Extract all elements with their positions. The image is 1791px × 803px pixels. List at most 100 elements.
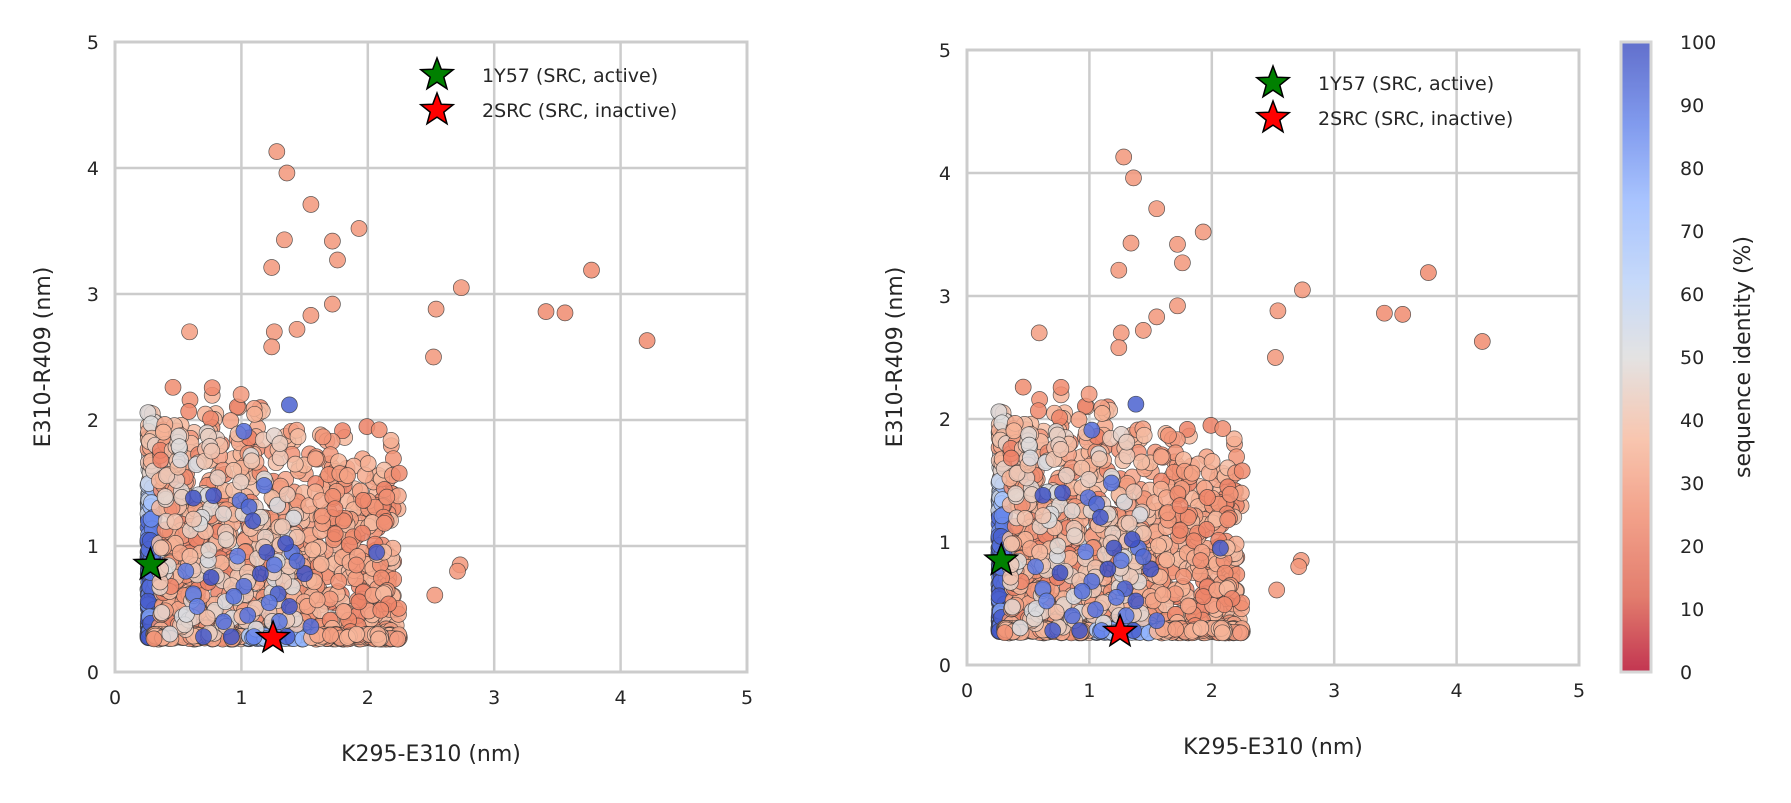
data-point xyxy=(1034,507,1052,525)
data-point xyxy=(1093,405,1111,422)
data-point xyxy=(1134,322,1152,339)
data-point xyxy=(390,464,408,482)
data-point xyxy=(370,630,388,648)
data-point xyxy=(1232,624,1250,642)
data-point xyxy=(1115,148,1133,166)
data-point xyxy=(1110,261,1128,279)
data-point xyxy=(1118,433,1136,451)
data-point xyxy=(1169,235,1186,253)
data-point xyxy=(1120,514,1138,532)
data-point xyxy=(375,514,393,532)
x-tick-label: 1 xyxy=(1083,680,1095,702)
data-point xyxy=(335,603,353,620)
data-point xyxy=(278,164,296,182)
data-point xyxy=(288,552,306,570)
x-tick-label: 2 xyxy=(362,687,374,709)
data-point xyxy=(307,450,324,468)
data-point xyxy=(232,386,250,403)
y-tick-label: 1 xyxy=(87,536,99,558)
data-point xyxy=(156,488,174,506)
active-reference-star xyxy=(132,545,169,581)
data-point xyxy=(350,593,368,611)
data-point xyxy=(1093,622,1110,639)
data-point xyxy=(271,435,289,452)
colorbar-tick-labels: 0 10 20 30 40 50 60 70 80 90 100 xyxy=(1680,32,1716,684)
data-point xyxy=(1199,489,1216,506)
data-point xyxy=(1159,504,1176,522)
tick-labels: 0 1 2 3 4 5 0 1 2 3 4 5 xyxy=(939,40,1585,702)
data-point xyxy=(537,303,555,320)
y-tick-label: 1 xyxy=(939,532,951,554)
data-point xyxy=(389,630,406,648)
data-point xyxy=(296,565,313,583)
legend-label-inactive: 2SRC (SRC, inactive) xyxy=(482,100,677,122)
colorbar-tick-label: 20 xyxy=(1680,536,1704,558)
data-point xyxy=(1192,619,1210,637)
data-point xyxy=(350,220,368,237)
data-point xyxy=(255,477,273,494)
legend-label-inactive: 2SRC (SRC, inactive) xyxy=(1318,108,1513,130)
data-points xyxy=(139,143,656,648)
inactive-reference-star xyxy=(254,618,292,654)
data-point xyxy=(354,492,372,509)
data-point xyxy=(153,604,171,621)
data-point xyxy=(1185,532,1203,550)
data-point xyxy=(1091,450,1108,468)
data-point xyxy=(181,548,199,565)
data-point xyxy=(1016,510,1034,527)
data-point xyxy=(330,573,348,590)
data-point xyxy=(1135,426,1153,444)
legend-label-active: 1Y57 (SRC, active) xyxy=(482,65,658,87)
data-point xyxy=(302,196,320,213)
data-point xyxy=(329,251,346,269)
data-point xyxy=(425,348,442,366)
colorbar-tick-label: 10 xyxy=(1680,599,1704,621)
data-point xyxy=(1003,535,1020,553)
data-point xyxy=(1052,441,1070,458)
data-point xyxy=(1179,509,1197,526)
data-point xyxy=(1194,223,1212,241)
data-point xyxy=(139,592,157,610)
data-point xyxy=(1030,402,1047,420)
data-point xyxy=(1087,601,1104,618)
data-point xyxy=(324,295,341,313)
data-point xyxy=(347,556,365,574)
data-point xyxy=(583,261,600,279)
data-point xyxy=(239,606,257,624)
data-point xyxy=(1192,552,1210,569)
colorbar-tick-label: 0 xyxy=(1680,662,1692,684)
data-point xyxy=(202,410,219,428)
data-point xyxy=(1203,453,1221,470)
data-point xyxy=(1171,521,1189,539)
data-point xyxy=(1212,539,1229,557)
data-point xyxy=(1004,598,1021,616)
data-point xyxy=(1077,543,1095,561)
data-point xyxy=(1092,509,1109,526)
data-point xyxy=(1125,483,1143,501)
data-point xyxy=(1194,588,1212,605)
data-point xyxy=(195,628,212,646)
data-point xyxy=(225,588,243,605)
data-point xyxy=(288,320,306,338)
y-axis-label: E310-R409 (nm) xyxy=(883,267,908,448)
data-point xyxy=(1150,537,1167,555)
x-tick-label: 0 xyxy=(961,680,973,702)
data-point xyxy=(281,598,298,615)
scatter-plot-right: 0 1 2 3 4 5 0 1 2 3 4 5 K295-E310 (nm) E310-R409 (n… xyxy=(883,40,1585,760)
data-point xyxy=(252,565,269,583)
plot-frame xyxy=(113,40,749,674)
data-point xyxy=(1152,448,1170,466)
data-point xyxy=(243,452,261,470)
data-point xyxy=(1148,308,1166,326)
data-point xyxy=(269,496,286,514)
data-point xyxy=(276,231,293,249)
data-point xyxy=(1052,379,1070,396)
y-tick-label: 3 xyxy=(87,284,99,306)
data-point xyxy=(1070,411,1088,428)
colorbar-tick-label: 50 xyxy=(1680,347,1704,369)
data-point xyxy=(1034,486,1052,504)
data-point xyxy=(235,422,253,440)
data-point xyxy=(1031,543,1049,561)
legend: 1Y57 (SRC, active) 2SRC (SRC, inactive) xyxy=(1254,63,1513,134)
data-point xyxy=(1080,385,1098,403)
